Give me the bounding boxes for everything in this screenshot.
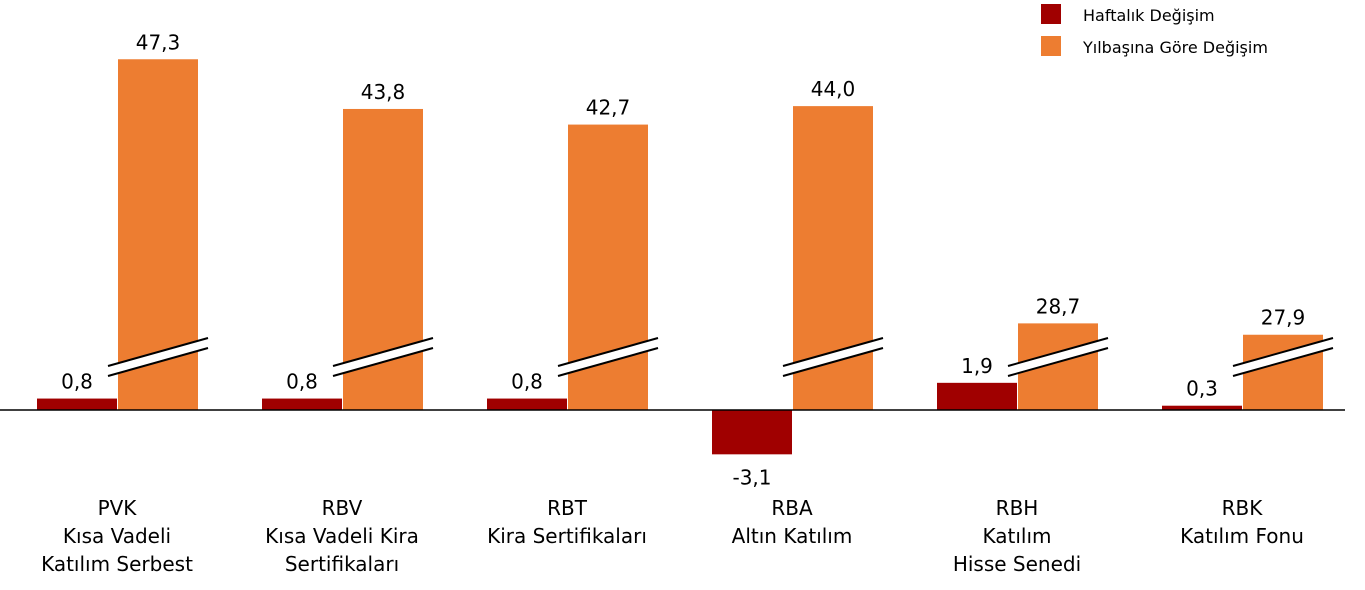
legend-swatch <box>1041 36 1061 56</box>
axis-break-line <box>557 347 659 377</box>
axis-break-line <box>1007 337 1109 367</box>
data-label: 0,3 <box>1186 377 1218 401</box>
axis-break <box>783 338 883 376</box>
x-tick-label: RBA Altın Katılım <box>731 496 853 548</box>
bar <box>487 398 567 410</box>
axis-break <box>333 338 433 376</box>
data-label: 0,8 <box>286 370 318 394</box>
data-label: 0,8 <box>61 370 93 394</box>
axis-break-line <box>1232 347 1334 377</box>
bar <box>937 382 1017 410</box>
axis-break-line <box>782 337 884 367</box>
data-label: 1,9 <box>961 354 993 378</box>
x-tick-label: RBV Kısa Vadeli Kira Sertifikaları <box>265 496 419 576</box>
x-tick-label: RBK Katılım Fonu <box>1180 496 1304 548</box>
bar <box>262 398 342 410</box>
bar <box>1162 405 1242 410</box>
axis-break <box>558 338 658 376</box>
legend-swatch <box>1041 4 1061 24</box>
data-label: 27,9 <box>1261 306 1306 330</box>
x-tick-label: RBT Kira Sertifikaları <box>487 496 647 548</box>
axis-break <box>1233 338 1333 376</box>
axis-break-line <box>332 337 434 367</box>
x-tick-label: RBH Katılım Hisse Senedi <box>952 496 1082 576</box>
x-tick-label: PVK Kısa Vadeli Katılım Serbest <box>41 496 193 576</box>
legend-label: Yılbaşına Göre Değişim <box>1082 38 1268 57</box>
axis-break <box>108 338 208 376</box>
axis-break-line <box>1007 347 1109 377</box>
data-label: 44,0 <box>811 77 856 101</box>
axis-break-line <box>557 337 659 367</box>
bar <box>37 398 117 410</box>
axis-break-line <box>782 347 884 377</box>
data-label: 28,7 <box>1036 294 1081 318</box>
legend-label: Haftalık Değişim <box>1083 6 1215 25</box>
data-label: 0,8 <box>511 370 543 394</box>
data-label: 42,7 <box>586 96 631 120</box>
axis-break-line <box>107 337 209 367</box>
axis-break-line <box>107 347 209 377</box>
data-label: 43,8 <box>361 80 406 104</box>
axis-break-line <box>332 347 434 377</box>
axis-break <box>1008 338 1108 376</box>
bar <box>712 410 792 455</box>
axis-break-line <box>1232 337 1334 367</box>
data-label: 47,3 <box>136 30 181 54</box>
data-label: -3,1 <box>732 465 771 489</box>
